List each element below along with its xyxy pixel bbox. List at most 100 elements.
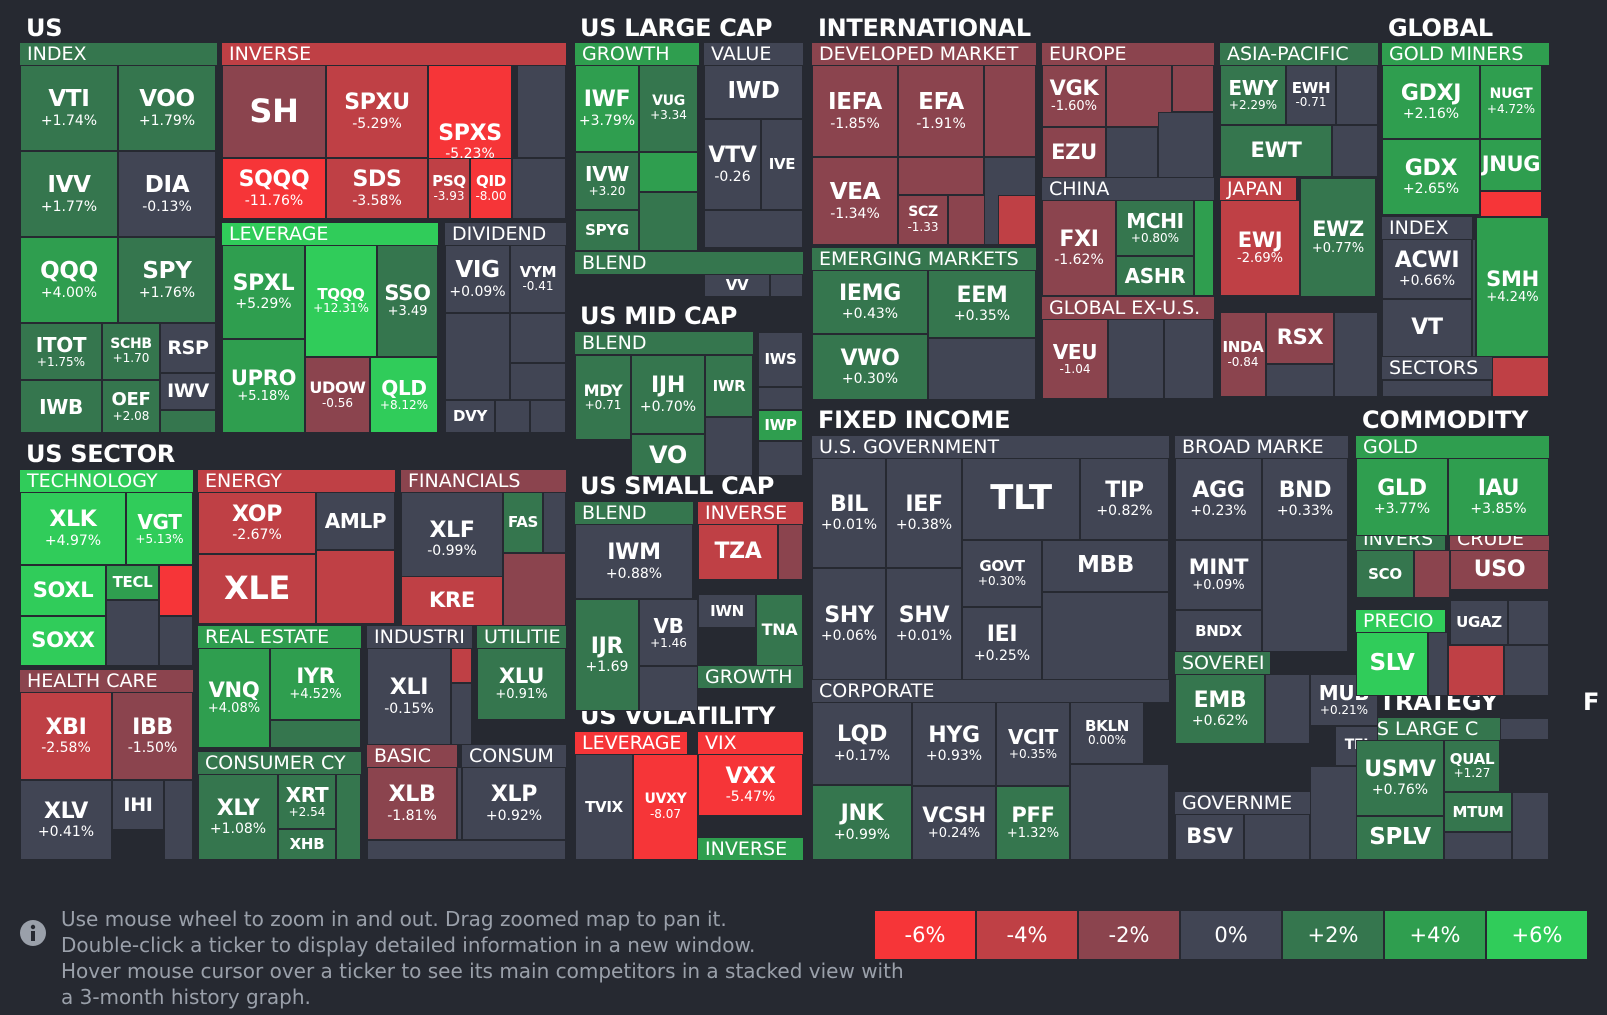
group-header-us-large-c[interactable]: US LARGE C: [1356, 718, 1500, 741]
minor-ticker-tile[interactable]: [1444, 832, 1512, 860]
ticker-tile-veu[interactable]: VEU -1.04: [1042, 319, 1108, 399]
minor-ticker-tile[interactable]: [758, 441, 803, 476]
group-header-gold[interactable]: GOLD: [1356, 436, 1549, 459]
minor-ticker-tile[interactable]: [1414, 550, 1450, 598]
ticker-tile-xly[interactable]: XLY +1.08%: [198, 774, 278, 860]
ticker-tile-sh[interactable]: SH: [222, 65, 326, 158]
ticker-tile-tna[interactable]: TNA: [756, 594, 803, 666]
group-header-developed-market[interactable]: DEVELOPED MARKET: [812, 43, 1036, 66]
ticker-tile-gld[interactable]: GLD +3.77%: [1356, 458, 1448, 536]
group-header-dividend[interactable]: DIVIDEND: [445, 223, 566, 246]
ticker-tile-xlp[interactable]: XLP +0.92%: [462, 767, 566, 840]
minor-ticker-tile[interactable]: [1332, 125, 1378, 177]
ticker-tile-xlb[interactable]: XLB -1.81%: [367, 767, 457, 840]
ticker-tile-vti[interactable]: VTI +1.74%: [20, 65, 118, 151]
group-header-consum[interactable]: CONSUM: [462, 745, 566, 768]
ticker-tile-iefa[interactable]: IEFA -1.85%: [812, 65, 898, 157]
minor-ticker-tile[interactable]: [445, 313, 510, 400]
group-header-industri[interactable]: INDUSTRI: [367, 626, 472, 649]
ticker-tile-qqq[interactable]: QQQ +4.00%: [20, 237, 118, 323]
ticker-tile-itot[interactable]: ITOT +1.75%: [20, 323, 102, 380]
ticker-tile-tlt[interactable]: TLT: [962, 458, 1080, 540]
ticker-tile-vcit[interactable]: VCIT +0.35%: [996, 702, 1070, 786]
ticker-tile-iws[interactable]: IWS: [758, 332, 803, 387]
ticker-tile-ugaz[interactable]: UGAZ: [1450, 600, 1508, 645]
minor-ticker-tile[interactable]: [1262, 540, 1348, 652]
ticker-tile-iau[interactable]: IAU +3.85%: [1448, 458, 1549, 536]
group-header-energy[interactable]: ENERGY: [198, 470, 395, 493]
minor-ticker-tile[interactable]: [451, 683, 472, 745]
group-header-precio[interactable]: PRECIO: [1356, 610, 1445, 633]
ticker-tile-xli[interactable]: XLI -0.15%: [367, 648, 451, 745]
minor-ticker-tile[interactable]: [1428, 632, 1448, 696]
ticker-tile-scz[interactable]: SCZ -1.33: [898, 195, 948, 245]
group-header-sectors[interactable]: SECTORS: [1382, 357, 1492, 380]
ticker-tile-ashr[interactable]: ASHR: [1116, 256, 1194, 296]
minor-ticker-tile[interactable]: [336, 774, 361, 860]
ticker-tile-qid[interactable]: QID -8.00: [470, 158, 512, 219]
group-header-real-estate[interactable]: REAL ESTATE: [198, 626, 361, 649]
ticker-tile-tvix[interactable]: TVIX: [575, 754, 633, 860]
minor-ticker-tile[interactable]: [639, 152, 698, 192]
group-header-health-care[interactable]: HEALTH CARE: [20, 670, 193, 693]
minor-ticker-tile[interactable]: [106, 600, 159, 666]
ticker-tile-gdxj[interactable]: GDXJ +2.16%: [1382, 65, 1480, 139]
minor-ticker-tile[interactable]: [758, 387, 803, 410]
ticker-tile-fas[interactable]: FAS: [503, 492, 543, 553]
minor-ticker-tile[interactable]: [1382, 380, 1492, 397]
ticker-tile-shy[interactable]: SHY +0.06%: [812, 568, 886, 680]
minor-ticker-tile[interactable]: [1472, 239, 1476, 357]
ticker-tile-ewj[interactable]: EWJ -2.69%: [1220, 200, 1300, 296]
ticker-tile-ezu[interactable]: EZU: [1042, 127, 1106, 178]
ticker-tile-emb[interactable]: EMB +0.62%: [1175, 674, 1265, 744]
ticker-tile-rsx[interactable]: RSX: [1266, 312, 1334, 364]
minor-ticker-tile[interactable]: [1492, 357, 1549, 397]
ticker-tile-soxx[interactable]: SOXX: [20, 616, 106, 666]
ticker-tile-sqqq[interactable]: SQQQ -11.76%: [222, 158, 326, 219]
group-header-technology[interactable]: TECHNOLOGY: [20, 470, 193, 493]
ticker-tile-vo[interactable]: VO: [631, 434, 705, 476]
ticker-tile-ibb[interactable]: IBB -1.50%: [112, 692, 193, 780]
ticker-tile-vgk[interactable]: VGK -1.60%: [1042, 65, 1106, 127]
group-header-basic[interactable]: BASIC: [367, 745, 457, 768]
ticker-tile-xbi[interactable]: XBI -2.58%: [20, 692, 112, 780]
ticker-tile-iwr[interactable]: IWR: [705, 355, 753, 417]
ticker-tile-uvxy[interactable]: UVXY -8.07: [633, 754, 698, 860]
minor-ticker-tile[interactable]: [517, 65, 566, 158]
ticker-tile-bil[interactable]: BIL +0.01%: [812, 458, 886, 568]
ticker-tile-ivv[interactable]: IVV +1.77%: [20, 151, 118, 237]
ticker-tile-uso[interactable]: USO: [1450, 550, 1549, 590]
ticker-tile-eem[interactable]: EEM +0.35%: [928, 270, 1036, 338]
ticker-tile-vig[interactable]: VIG +0.09%: [445, 245, 510, 313]
ticker-tile-bndx[interactable]: BNDX: [1175, 610, 1262, 652]
minor-ticker-tile[interactable]: [1265, 674, 1310, 744]
group-header-asia-pacific[interactable]: ASIA-PACIFIC: [1220, 43, 1378, 66]
group-header-vol-leverage[interactable]: LEVERAGE: [575, 732, 687, 755]
ticker-tile-ewz[interactable]: EWZ +0.77%: [1300, 178, 1376, 297]
minor-ticker-tile[interactable]: [160, 410, 216, 433]
ticker-tile-spxu[interactable]: SPXU -5.29%: [326, 65, 428, 158]
group-header-global-index[interactable]: INDEX: [1382, 217, 1472, 240]
ticker-tile-vtv[interactable]: VTV -0.26: [704, 119, 761, 210]
minor-ticker-tile[interactable]: [530, 400, 566, 433]
minor-ticker-tile[interactable]: [503, 553, 566, 626]
group-header-leverage[interactable]: LEVERAGE: [222, 223, 438, 246]
ticker-tile-ivw[interactable]: IVW +3.20: [575, 152, 639, 210]
ticker-tile-bsv[interactable]: BSV: [1175, 814, 1244, 860]
group-header-growth[interactable]: GROWTH: [575, 43, 699, 66]
minor-ticker-tile[interactable]: [639, 666, 698, 711]
group-header-corporate[interactable]: CORPORATE: [812, 680, 1169, 703]
ticker-tile-pff[interactable]: PFF +1.32%: [996, 786, 1070, 860]
minor-ticker-tile[interactable]: [159, 616, 193, 666]
ticker-tile-iemg[interactable]: IEMG +0.43%: [812, 270, 928, 334]
ticker-tile-qld[interactable]: QLD +8.12%: [370, 357, 438, 433]
minor-ticker-tile[interactable]: [1512, 792, 1549, 860]
ticker-tile-xlu[interactable]: XLU +0.91%: [477, 648, 566, 720]
minor-ticker-tile[interactable]: [451, 648, 472, 683]
ticker-tile-iwp[interactable]: IWP: [758, 410, 803, 441]
group-header-governme[interactable]: GOVERNME: [1175, 792, 1310, 815]
ticker-tile-slv[interactable]: SLV: [1356, 632, 1428, 696]
ticker-tile-oef[interactable]: OEF +2.08: [102, 380, 160, 433]
group-header-us-government[interactable]: U.S. GOVERNMENT: [812, 436, 1169, 459]
ticker-tile-hyg[interactable]: HYG +0.93%: [912, 702, 996, 786]
